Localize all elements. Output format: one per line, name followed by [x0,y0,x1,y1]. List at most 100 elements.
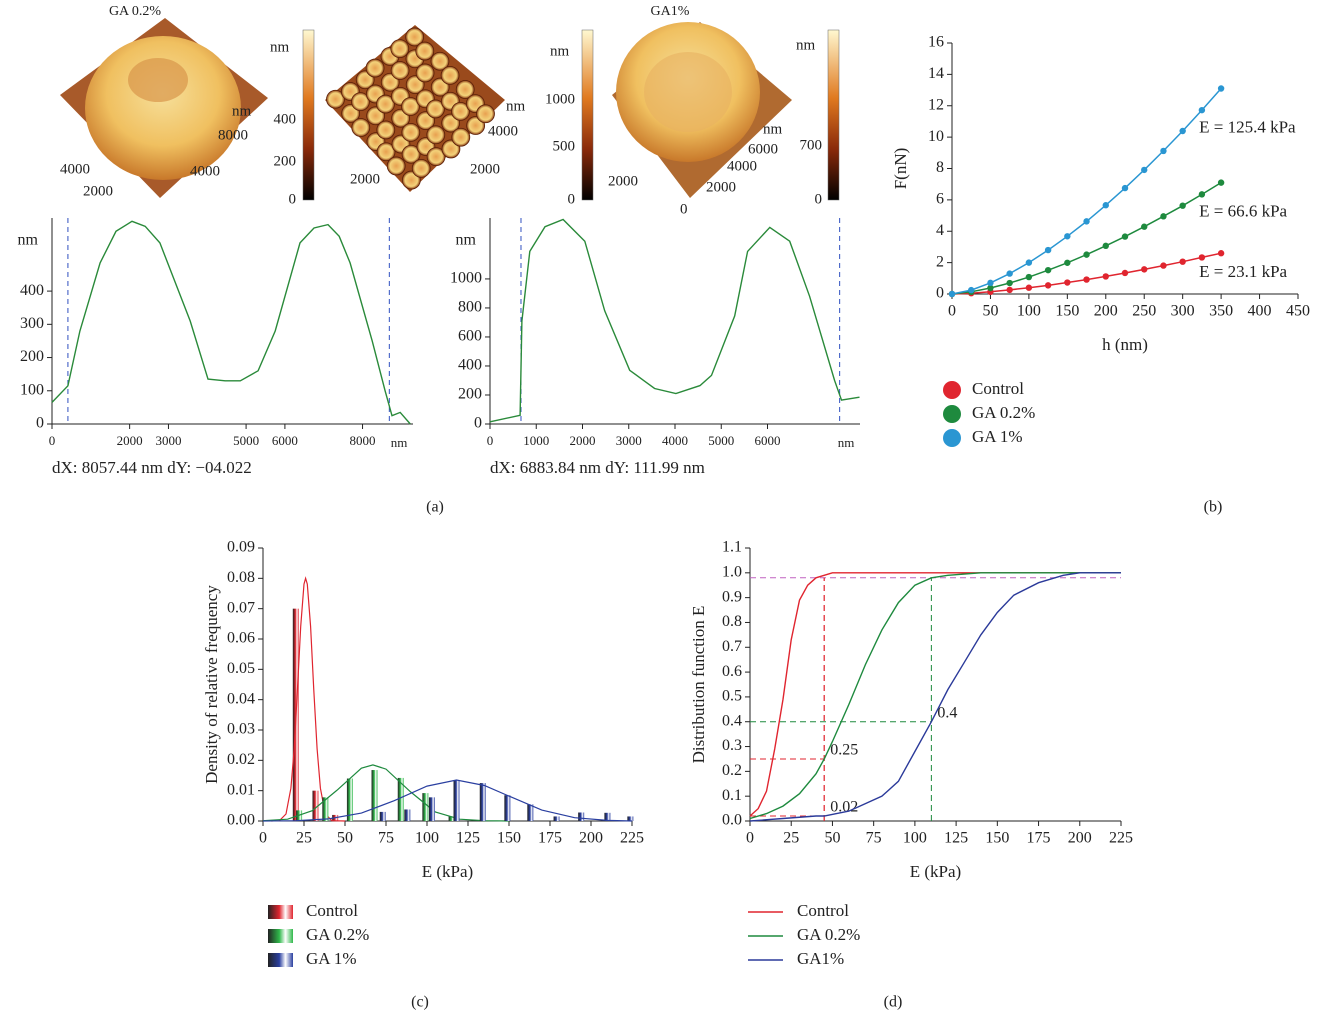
colorbar-tick-label: 0 [289,191,297,207]
legend-marker [268,929,293,943]
colorbar-tick-label: 400 [274,111,297,127]
colorbar-tick-label: 0 [815,191,823,207]
data-point [1083,276,1090,283]
data-point [1102,242,1109,250]
panel-label: (d) [884,994,903,1011]
bar [578,812,585,821]
fit-curve [271,576,346,822]
afm-small-cell [376,120,396,140]
afm-small-cell [326,89,345,109]
afm-small-cell [401,97,420,116]
image-axis-label: 6000 [748,141,778,157]
y-tick-label: 200 [458,386,482,403]
afm-small-cell [401,122,421,142]
y-tick-label: 300 [20,315,44,332]
x-tick-label: 150 [1055,303,1079,320]
readout: dX: 6883.84 nm dY: 111.99 nm [490,458,705,477]
y-unit: nm [456,232,477,249]
data-point [1141,166,1148,174]
data-point [1179,258,1186,265]
legend-marker [943,381,961,399]
colorbar-tick-label: 700 [800,137,823,153]
data-point [1141,223,1148,230]
colorbar-unit: nm [550,43,570,59]
x-tick-label: 200 [1094,303,1118,320]
x-tick-label: 100 [415,830,439,847]
fit-annotation: E = 23.1 kPa [1199,262,1287,281]
data-point [1198,254,1206,261]
data-point [1198,106,1206,114]
bar [312,790,319,821]
bar [604,812,611,821]
afm-small-cell [376,94,395,114]
y-axis-title: Density of relative frequency [202,585,221,784]
fit-curve [262,764,510,822]
x-tick-label: 300 [1171,303,1195,320]
colorbar [581,29,594,201]
image-axis-label: nm [506,98,526,114]
afm-small-cell [376,142,396,162]
y-tick-label: 100 [20,381,44,398]
x-tick-label: 2000 [570,433,596,448]
legend-label: GA1% [797,949,844,968]
legend-label: GA 1% [972,427,1023,446]
x-tick-label: 200 [579,830,603,847]
x-axis-title: E (kPa) [910,862,961,881]
data-point [1025,284,1033,291]
y-tick-label: 6 [936,191,944,208]
bar [322,797,329,821]
y-tick-label: 1000 [450,270,482,287]
readout: dX: 8057.44 nm dY: −04.022 [52,458,252,477]
image-axis-label: 4000 [488,123,518,139]
x-tick-label: 0 [487,433,494,448]
bar [448,816,455,821]
afm-small-cell [430,51,450,71]
legend-label: GA 0.2% [972,403,1035,422]
data-point [1121,269,1129,277]
bar [422,793,429,821]
data-point [1025,273,1033,281]
data-point [1179,127,1186,135]
legend-marker [268,905,293,919]
guide-label: 0.25 [830,742,858,759]
x-tick-label: 25 [296,830,312,847]
y-tick-label: 0.0 [722,812,742,829]
y-tick-label: 0.06 [227,630,255,647]
bar [527,804,534,821]
data-point [1083,251,1090,258]
y-tick-label: 0.09 [227,539,255,556]
x-tick-label: 150 [497,830,521,847]
fit-annotation: E = 125.4 kPa [1199,117,1296,136]
data-point [1025,259,1033,266]
panel-label: (c) [411,994,429,1011]
image-title: GA 0.2% [109,4,161,19]
x-tick-label: 175 [538,830,562,847]
colorbar-unit: nm [270,39,290,55]
data-point [1006,270,1013,277]
y-tick-label: 0.7 [722,638,742,655]
image-axis-label: 2000 [470,161,500,177]
image-axis-label: 0 [680,201,688,217]
bar [428,797,435,821]
y-tick-label: 0.3 [722,737,742,754]
afm-small-cell [351,118,371,137]
y-tick-label: 0.2 [722,762,742,779]
image-title: GA1% [651,4,690,19]
afm-small-cell [405,27,425,47]
y-tick-label: 0 [936,285,944,302]
x-tick-label: 0 [259,830,267,847]
y-tick-label: 0.5 [722,688,742,705]
y-tick-label: 1.1 [722,539,742,556]
afm-small-cell [365,58,385,78]
data-line [489,218,860,423]
data-line [51,220,411,425]
x-tick-label: 450 [1286,303,1310,320]
x-tick-label: 225 [620,830,644,847]
image-axis-label: 4000 [60,161,90,177]
x-tick-label: 5000 [233,433,259,448]
data-point [1044,282,1052,289]
afm-small-cell [455,80,475,99]
image-axis-label: 2000 [83,183,113,199]
bar [379,811,386,821]
